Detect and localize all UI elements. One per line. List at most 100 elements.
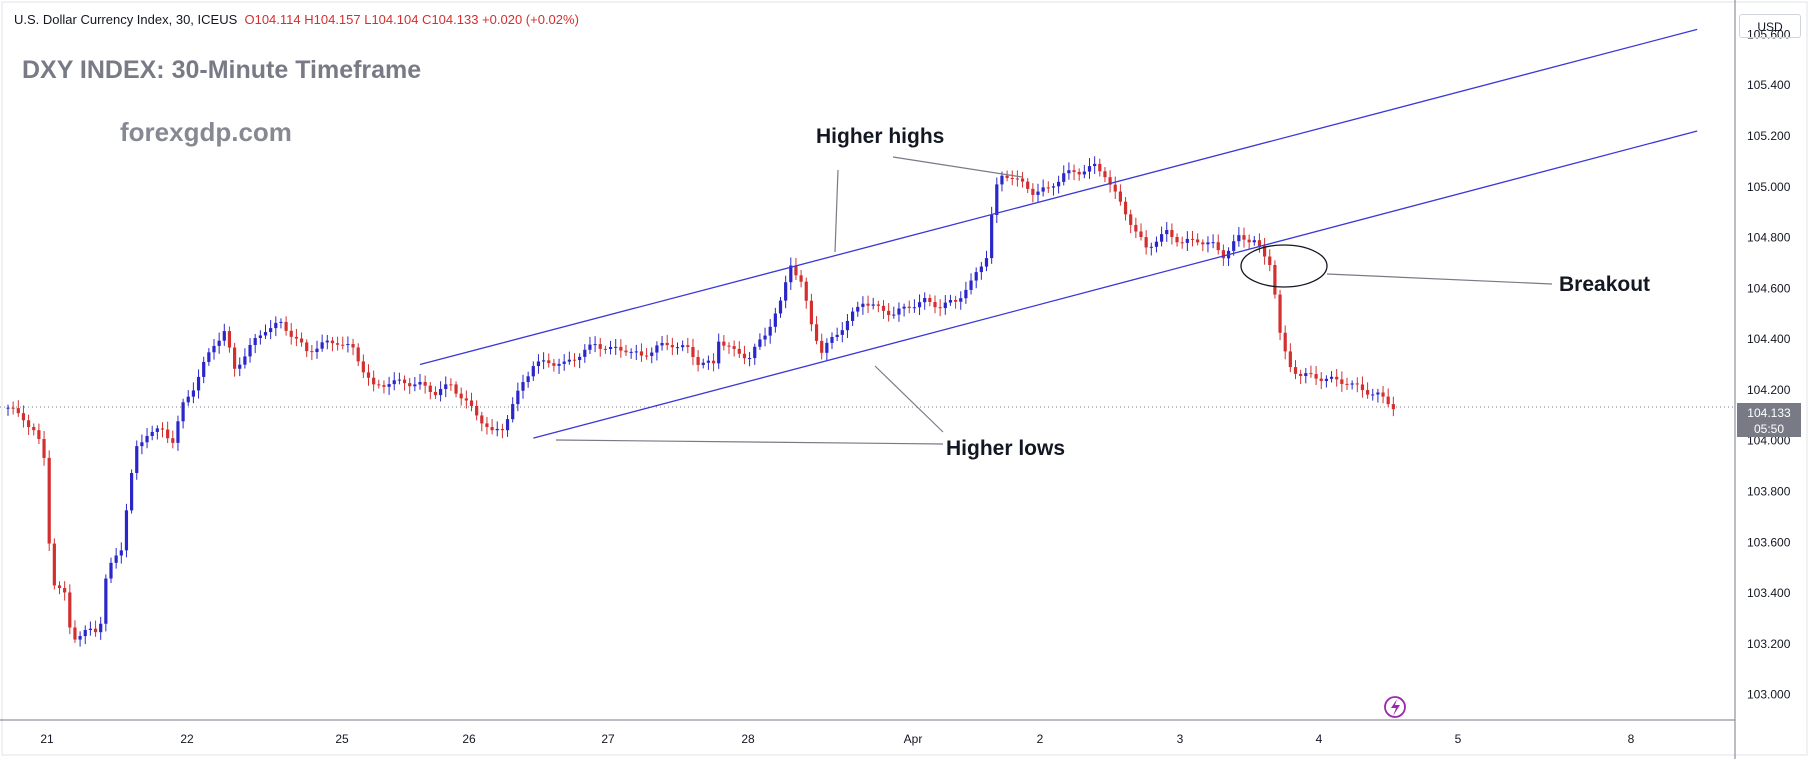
candle-body (1201, 242, 1205, 245)
channel-upper-line (419, 28, 1698, 366)
candle-body (274, 322, 278, 329)
candle-body (943, 302, 947, 309)
candle-body (1077, 171, 1081, 175)
candle-body (1010, 178, 1014, 180)
candle-body (1129, 214, 1133, 225)
candle-body (1036, 191, 1040, 195)
candle-body (279, 321, 283, 323)
candle-body (536, 361, 541, 367)
currency-label[interactable]: USD (1739, 14, 1801, 38)
candle-body (1288, 351, 1292, 368)
candle-body (171, 438, 175, 443)
y-tick-label: 105.200 (1747, 129, 1791, 143)
candle-body (1232, 241, 1236, 251)
candle-body (1345, 383, 1349, 385)
candle-body (562, 361, 566, 364)
candle-body (1041, 187, 1045, 192)
y-tick-label: 103.200 (1747, 637, 1791, 651)
candle-body (47, 457, 51, 544)
candle-body (1299, 373, 1303, 376)
candle-body (166, 429, 170, 439)
candle-body (475, 405, 479, 416)
candle-body (233, 347, 237, 369)
candle-body (1293, 367, 1298, 374)
candle-body (1185, 238, 1189, 243)
candle-body (619, 346, 623, 351)
candle-body (938, 307, 942, 309)
candle-body (124, 510, 129, 551)
candle-body (227, 331, 232, 348)
pointer-higher-high-1 (834, 169, 839, 253)
candle-body (1170, 229, 1174, 237)
candle-body (598, 344, 602, 349)
y-tick-label: 103.800 (1747, 484, 1791, 498)
candle-body (269, 328, 273, 333)
candle-body (979, 266, 983, 273)
x-tick-label: 25 (335, 732, 349, 746)
candle-body (866, 303, 870, 306)
candle-body (567, 359, 571, 362)
x-tick-label: Apr (904, 732, 923, 746)
candle-body (37, 430, 41, 440)
candle-body (1221, 250, 1225, 259)
candle-body (336, 343, 340, 345)
candle-body (408, 383, 412, 387)
y-tick-label: 105.000 (1747, 180, 1791, 194)
candle-body (505, 419, 510, 431)
candle-body (902, 306, 906, 309)
candle-body (1196, 239, 1200, 243)
last-price-tag: 104.133 05:50 (1737, 403, 1801, 437)
candle-body (454, 384, 458, 394)
candle-body (892, 314, 896, 316)
candle-body (299, 338, 304, 343)
candle-body (1242, 235, 1246, 240)
candle-body (881, 305, 886, 311)
candle-body (258, 335, 262, 339)
x-tick-label: 21 (40, 732, 54, 746)
candle-body (681, 345, 685, 348)
candle-body (856, 306, 860, 312)
x-tick-label: 2 (1037, 732, 1044, 746)
candle-body (176, 421, 180, 443)
candle-body (490, 427, 494, 431)
candle-body (1283, 332, 1287, 352)
candle-body (356, 347, 360, 362)
candle-body (954, 299, 958, 302)
candle-body (243, 356, 247, 365)
candle-body (1103, 171, 1107, 178)
y-tick-label: 105.400 (1747, 78, 1791, 92)
candle-body (521, 382, 525, 391)
candle-body (11, 407, 15, 409)
candle-body (202, 361, 206, 377)
candle-body (845, 320, 850, 331)
candle-body (948, 299, 953, 303)
candle-body (325, 340, 329, 343)
candle-body (93, 628, 98, 633)
candle-body (1072, 170, 1076, 172)
candle-body (402, 379, 407, 384)
candle-body (547, 360, 551, 364)
candle-body (135, 446, 139, 473)
candle-body (717, 341, 721, 364)
channel-lower-line (533, 130, 1698, 439)
candle-body (212, 345, 216, 353)
candle-body (773, 313, 777, 327)
candle-body (1211, 242, 1215, 244)
candle-body (52, 543, 56, 586)
candle-body (711, 360, 716, 364)
candle-body (804, 281, 808, 301)
candle-body (995, 184, 999, 215)
candle-body (160, 428, 165, 430)
candle-body (588, 344, 592, 350)
candle-body (645, 355, 649, 357)
candle-body (1329, 376, 1334, 379)
candle-body (1366, 390, 1370, 395)
candle-body (871, 304, 875, 306)
candle-body (485, 423, 489, 428)
candle-body (917, 302, 922, 308)
candle-body (366, 372, 371, 378)
candle-body (732, 346, 736, 349)
bar-countdown: 05:50 (1753, 422, 1785, 436)
candle-body (1087, 166, 1092, 172)
